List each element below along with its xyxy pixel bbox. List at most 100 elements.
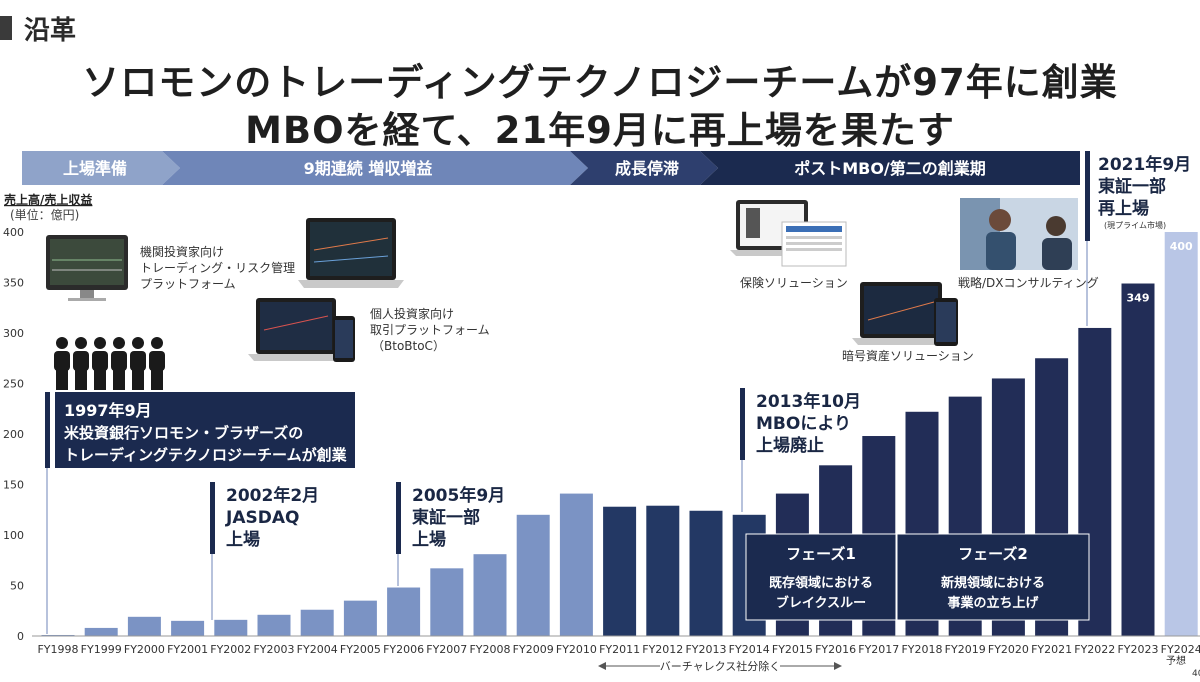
person-head — [151, 337, 163, 349]
insurance-devices-image — [730, 200, 847, 267]
person-legs — [132, 370, 144, 390]
bar-fy2011 — [603, 506, 637, 636]
bar-fy2002 — [214, 619, 248, 636]
person-legs — [94, 370, 106, 390]
bar-fy2004 — [300, 609, 334, 636]
page-number: 40 — [1192, 669, 1200, 679]
phase2-line-2: 事業の立ち上げ — [947, 595, 1039, 611]
phase-label-growth: 9期連続 増収増益 — [304, 159, 433, 178]
relist-date: 2021年9月 — [1098, 154, 1191, 175]
mbo-marker-line — [740, 388, 745, 460]
phase1-title: フェーズ1 — [786, 545, 856, 563]
mbo-date: 2013年10月 — [756, 391, 861, 412]
relist-marker-line — [1085, 151, 1090, 241]
y-tick-label: 200 — [3, 428, 24, 441]
tse-label: 上場 — [412, 530, 446, 550]
bar-fy2023 — [1121, 283, 1155, 636]
section-header: 沿革 — [0, 8, 76, 48]
x-tick-label: FY1999 — [81, 643, 122, 656]
insurance-label: 保険ソリューション — [740, 276, 848, 290]
phase-label-listing-prep: 上場準備 — [63, 159, 127, 178]
x-tick-label: FY2009 — [513, 643, 554, 656]
phase1-line-1: 既存領域における — [769, 575, 873, 591]
x-tick-label: FY2024 — [1161, 643, 1200, 656]
person-head — [113, 337, 125, 349]
person-body — [54, 351, 70, 371]
section-marker — [0, 16, 12, 40]
x-tick-label: FY2018 — [901, 643, 942, 656]
retail-laptop-image — [248, 298, 355, 362]
tse-marker-line — [396, 482, 401, 554]
mbo-label: 上場廃止 — [756, 435, 824, 456]
y-tick-label: 100 — [3, 529, 24, 542]
bar-fy2009 — [516, 514, 550, 636]
y-tick-label: 250 — [3, 378, 24, 391]
y-tick-label: 150 — [3, 479, 24, 492]
founding-line-1: 米投資銀行ソロモン・ブラザーズの — [64, 424, 303, 442]
founding-date: 1997年9月 — [64, 401, 152, 420]
x-tick-label: FY2000 — [124, 643, 165, 656]
retail-label-1: 個人投資家向け — [370, 306, 454, 321]
trading-laptop-image — [298, 218, 404, 288]
x-tick-label: FY2007 — [426, 643, 467, 656]
phase2-box — [896, 533, 1090, 621]
founding-box — [55, 392, 355, 468]
x-tick-label: FY2014 — [729, 643, 770, 656]
bar-fy2001 — [171, 620, 205, 636]
x-tick-label: FY2016 — [815, 643, 856, 656]
crypto-label: 暗号資産ソリューション — [842, 348, 974, 363]
retail-label-2: 取引プラットフォーム — [370, 323, 490, 337]
person-body — [111, 351, 127, 371]
phase-arrow-listing-prep — [22, 151, 180, 185]
x-tick-label: FY1998 — [37, 643, 78, 656]
y-axis-ticks: 0 50 100 150 200 250 300 350 400 — [3, 226, 24, 643]
headline-line-2: MBOを経て、21年9月に再上場を果たす — [245, 109, 955, 152]
x-tick-label: FY2011 — [599, 643, 640, 656]
founding-marker-line — [45, 392, 50, 468]
person-legs — [75, 370, 87, 390]
bar-fy1999 — [84, 627, 118, 636]
x-tick-label: FY2005 — [340, 643, 381, 656]
jasdaq-marker-line — [210, 482, 215, 554]
consulting-photo — [960, 198, 1078, 270]
x-tick-label: FY2017 — [858, 643, 899, 656]
bar-fy2008 — [473, 554, 507, 636]
founding-line-2: トレーディングテクノロジーチームが創業 — [64, 446, 348, 464]
x-tick-label: FY2023 — [1117, 643, 1158, 656]
person-body — [92, 351, 108, 371]
phase2-line-1: 新規領域における — [941, 575, 1045, 591]
x-tick-label: FY2004 — [297, 643, 338, 656]
person-body — [149, 351, 165, 371]
person-head — [56, 337, 68, 349]
y-axis-unit: (単位：億円) — [10, 207, 79, 222]
x-tick-label: FY2010 — [556, 643, 597, 656]
tse-date: 2005年9月 — [412, 485, 505, 506]
institutional-label-3: プラットフォーム — [140, 277, 236, 291]
x-tick-label: FY2013 — [685, 643, 726, 656]
phase1-box — [745, 533, 897, 621]
institutional-label-1: 機関投資家向け — [140, 244, 224, 259]
y-axis-label: 売上高/売上収益 — [4, 192, 92, 207]
x-tick-label: FY2015 — [772, 643, 813, 656]
person-body — [73, 351, 89, 371]
bar-fy2007 — [430, 568, 464, 636]
y-tick-label: 300 — [3, 327, 24, 340]
x-tick-label: FY2003 — [253, 643, 294, 656]
phase-banner: 上場準備 9期連続 増収増益 成長停滞 ポストMBO/第二の創業期 — [22, 151, 1080, 185]
bar-fy2013 — [689, 510, 723, 636]
relist-note: (現プライム市場) — [1104, 220, 1166, 230]
phase-label-stagnation: 成長停滞 — [615, 159, 679, 178]
y-tick-label: 400 — [3, 226, 24, 239]
x-tick-label: FY2002 — [210, 643, 251, 656]
person-head — [132, 337, 144, 349]
y-tick-label: 350 — [3, 277, 24, 290]
bar-fy2010 — [559, 493, 593, 636]
barclays-note-text: バーチャレクス社分除く — [660, 659, 781, 673]
institutional-label-2: トレーディング・リスク管理 — [140, 260, 295, 275]
bar-fy2012 — [646, 505, 680, 636]
bar-value-label: 349 — [1127, 292, 1150, 305]
phase-arrow-stagnation — [570, 151, 718, 185]
tse-market: 東証一部 — [412, 507, 480, 528]
x-tick-label: FY2022 — [1074, 643, 1115, 656]
